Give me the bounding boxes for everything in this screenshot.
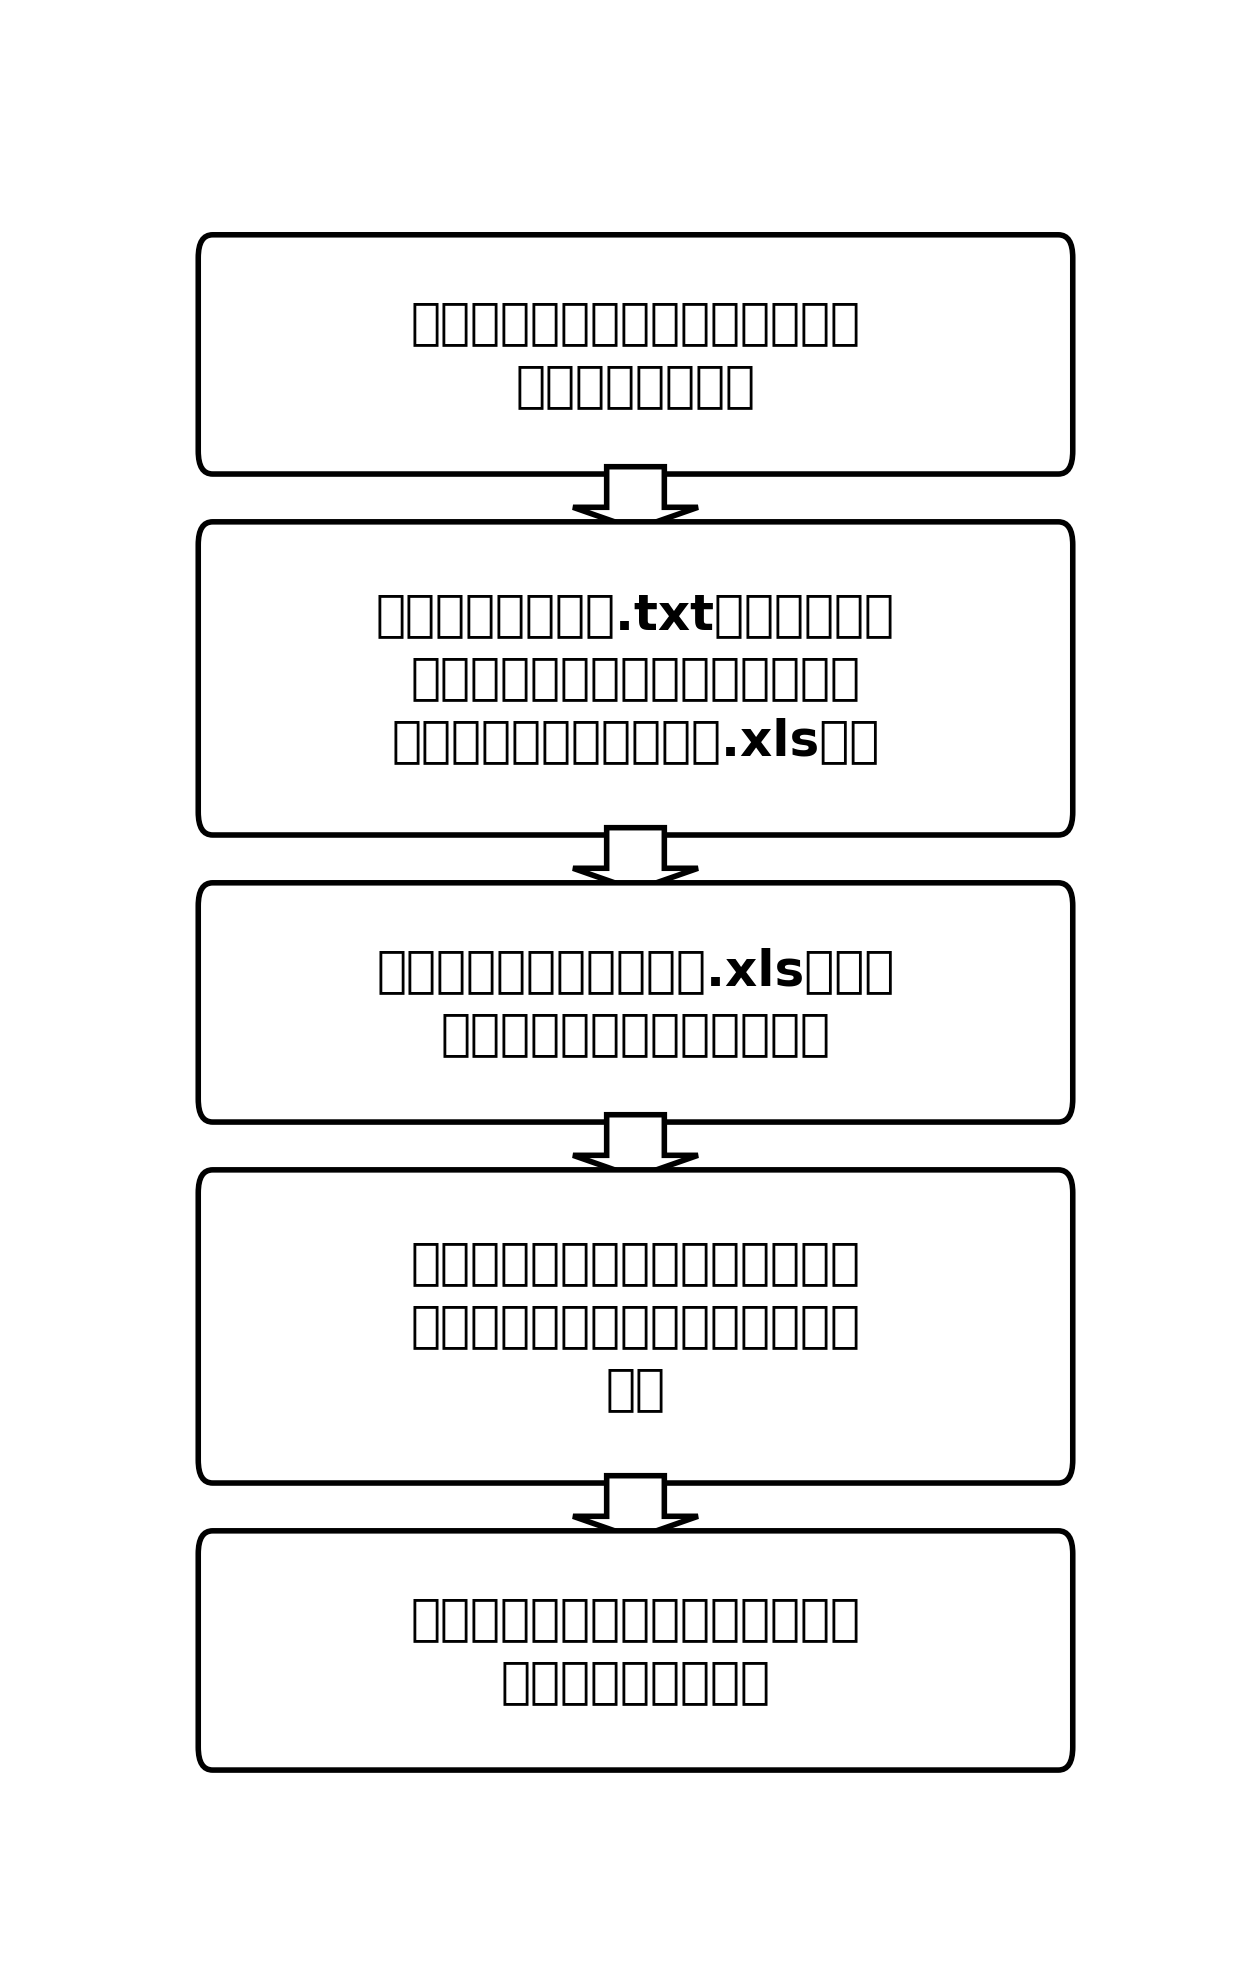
FancyBboxPatch shape bbox=[198, 883, 1073, 1122]
Text: 应用拉曼光谱仪检测需要鉴别的组
织，获取光谱数据: 应用拉曼光谱仪检测需要鉴别的组 织，获取光谱数据 bbox=[410, 300, 861, 411]
Text: 建立拉曼光谱数据库，将.xls格式的
光谱数据导入曼光谱数据库中: 建立拉曼光谱数据库，将.xls格式的 光谱数据导入曼光谱数据库中 bbox=[377, 947, 894, 1058]
Polygon shape bbox=[573, 828, 698, 889]
Text: 建立机器学习模块，机器学习模块
根据拉曼光谱数据库建立鉴别诊断
模型: 建立机器学习模块，机器学习模块 根据拉曼光谱数据库建立鉴别诊断 模型 bbox=[410, 1239, 861, 1413]
Polygon shape bbox=[573, 466, 698, 530]
Polygon shape bbox=[573, 1116, 698, 1177]
Text: 将光谱数据转换成.txt格式，进行去
除荧光背景、降噪、平滑和归一化
处理，将光谱数据输出为.xls格式: 将光谱数据转换成.txt格式，进行去 除荧光背景、降噪、平滑和归一化 处理，将光… bbox=[376, 592, 895, 766]
FancyBboxPatch shape bbox=[198, 522, 1073, 836]
FancyBboxPatch shape bbox=[198, 1169, 1073, 1483]
Text: 将需要鉴别组织的光谱数据导入鉴
别诊断模型进行比对: 将需要鉴别组织的光谱数据导入鉴 别诊断模型进行比对 bbox=[410, 1594, 861, 1705]
FancyBboxPatch shape bbox=[198, 1530, 1073, 1771]
FancyBboxPatch shape bbox=[198, 234, 1073, 474]
Polygon shape bbox=[573, 1475, 698, 1538]
